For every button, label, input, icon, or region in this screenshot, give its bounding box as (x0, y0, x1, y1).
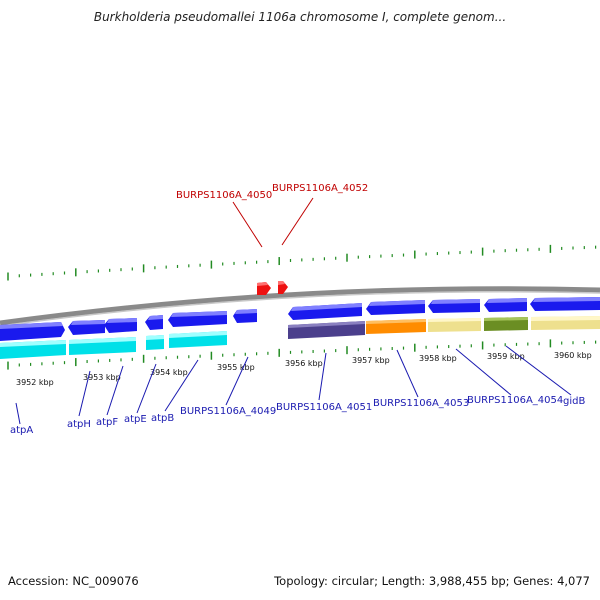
gene-arrow-atpH[interactable] (68, 320, 105, 335)
upper-tick-row (7, 244, 597, 281)
position-label: 3953 kbp (83, 373, 121, 382)
position-label: 3954 kbp (150, 368, 188, 377)
gene-arrow-atpB[interactable] (168, 311, 227, 327)
gene-label-atpH[interactable]: atpH (67, 419, 91, 430)
gene-label-burps1106a-4051[interactable]: BURPS1106A_4051 (276, 402, 372, 413)
gene-label-atpE[interactable]: atpE (124, 414, 147, 425)
gene-label-burps1106a-4052[interactable]: BURPS1106A_4052 (272, 183, 368, 194)
position-label: 3960 kbp (554, 351, 592, 360)
gene-label-burps1106a-4049[interactable]: BURPS1106A_4049 (180, 406, 276, 417)
position-label: 3958 kbp (419, 354, 457, 363)
gene-label-burps1106a-4054[interactable]: BURPS1106A_4054 (467, 395, 563, 406)
gene-arrow-atpF[interactable] (104, 318, 137, 333)
leader-lines-bottom (15, 345, 572, 425)
gene-arrow-4054[interactable] (428, 299, 480, 313)
gene-label-atpF[interactable]: atpF (96, 417, 118, 428)
gene-arrow-4053[interactable] (366, 300, 425, 315)
chromosome-backbone (0, 286, 600, 326)
gene-arrow-gidB-a[interactable] (484, 298, 527, 312)
lower-tick-row (7, 339, 597, 370)
annotation-track[interactable] (0, 316, 600, 359)
accession-text: Accession: NC_009076 (8, 574, 139, 588)
position-label: 3959 kbp (487, 352, 525, 361)
gene-label-burps1106a-4053[interactable]: BURPS1106A_4053 (373, 398, 469, 409)
gene-arrow-4049[interactable] (233, 309, 257, 323)
highlight-gene-4050[interactable] (257, 282, 271, 295)
chromosome-backbone-shade (0, 290, 600, 327)
page-title: Burkholderia pseudomallei 1106a chromoso… (93, 10, 507, 24)
gene-arrow-atpA[interactable] (0, 322, 65, 341)
position-label: 3952 kbp (16, 378, 54, 387)
genome-summary-text: Topology: circular; Length: 3,988,455 bp… (274, 574, 590, 588)
gene-label-gidB[interactable]: gidB (563, 396, 585, 407)
position-label: 3955 kbp (217, 363, 255, 372)
gene-label-burps1106a-4050[interactable]: BURPS1106A_4050 (176, 190, 272, 201)
gene-label-atpB[interactable]: atpB (151, 413, 174, 424)
gene-arrow-gidB-b[interactable] (530, 297, 600, 311)
gene-arrow-4051[interactable] (288, 303, 362, 320)
gene-label-atpA[interactable]: atpA (10, 425, 33, 436)
position-label: 3957 kbp (352, 356, 390, 365)
gene-track-forward[interactable] (0, 297, 600, 341)
highlight-gene-4052[interactable] (278, 281, 288, 294)
leader-lines-top (232, 197, 314, 248)
gene-arrow-atpE[interactable] (145, 315, 163, 330)
position-label: 3956 kbp (285, 359, 323, 368)
